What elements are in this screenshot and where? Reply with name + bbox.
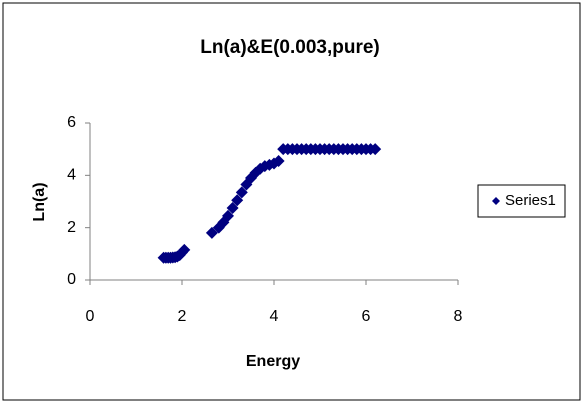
x-tick-label: 0: [86, 308, 95, 325]
x-tick-label: 6: [362, 308, 371, 325]
point: [205, 226, 218, 239]
x-tick-label: 4: [270, 308, 279, 325]
point: [235, 186, 248, 199]
point: [178, 243, 191, 256]
y-tick-label: 0: [67, 271, 76, 288]
point: [272, 154, 285, 167]
x-tick-label: 2: [178, 308, 187, 325]
point: [226, 202, 239, 215]
x-axis-label: Energy: [246, 353, 300, 370]
legend-label: Series1: [505, 192, 556, 209]
y-tick-label: 6: [67, 114, 76, 131]
y-tick-label: 2: [67, 219, 76, 236]
legend-marker: [492, 197, 500, 205]
point: [231, 194, 244, 207]
chart-title: Ln(a)&E(0.003,pure): [200, 37, 379, 58]
x-tick-label: 8: [454, 308, 463, 325]
point: [222, 209, 234, 222]
y-axis-label: Ln(a): [31, 182, 48, 221]
y-tick-label: 4: [67, 167, 76, 184]
point: [369, 143, 382, 156]
